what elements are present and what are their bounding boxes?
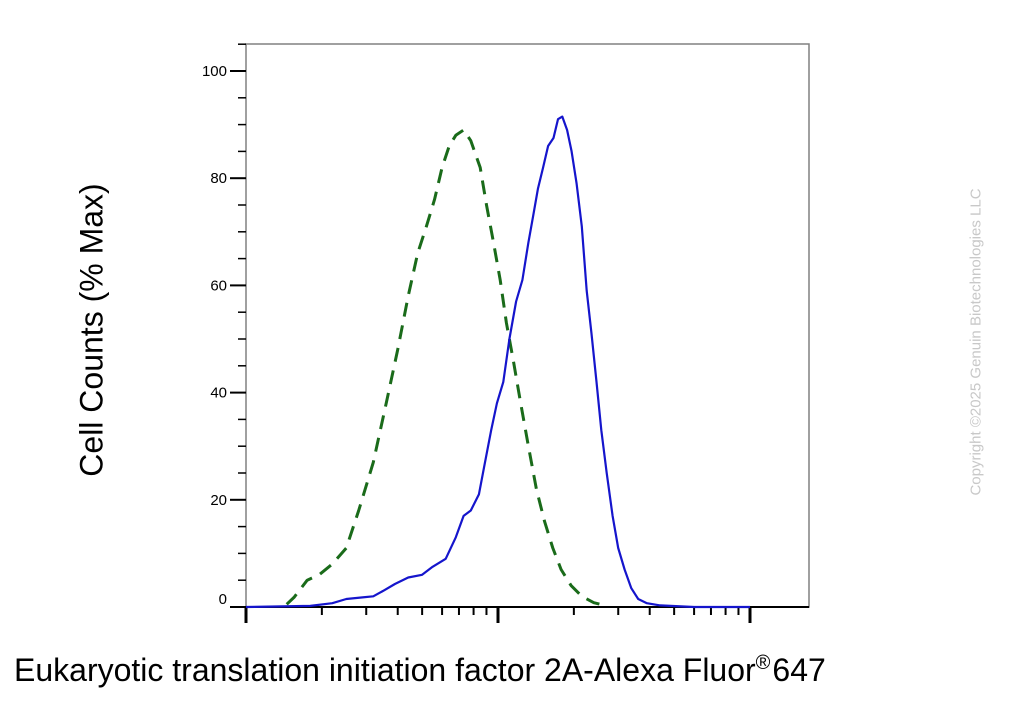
y-tick-label: 20 [210, 492, 227, 509]
control-histogram-line [285, 128, 608, 608]
series-group [245, 115, 750, 609]
y-tick-label: 0 [219, 591, 227, 608]
registered-mark: ® [755, 652, 771, 674]
y-tick-label: 60 [210, 277, 227, 294]
x-axis-label: Eukaryotic translation initiation factor… [14, 652, 826, 689]
y-axis-label: Cell Counts (% Max) [73, 183, 110, 477]
x-axis-label-suffix: 647 [772, 652, 826, 688]
y-axis: 0 20 40 60 80 100 [202, 43, 246, 608]
y-tick-label: 80 [210, 170, 227, 187]
x-axis [244, 606, 809, 623]
x-axis-label-main: Eukaryotic translation initiation factor… [14, 652, 756, 688]
plot-frame [245, 43, 810, 608]
y-tick-label: 100 [202, 63, 227, 80]
y-tick-label: 40 [210, 385, 227, 402]
copyright-watermark: Copyright ©2025 Genuin Biotechnologies L… [967, 188, 985, 496]
sample-histogram-line [245, 115, 750, 609]
